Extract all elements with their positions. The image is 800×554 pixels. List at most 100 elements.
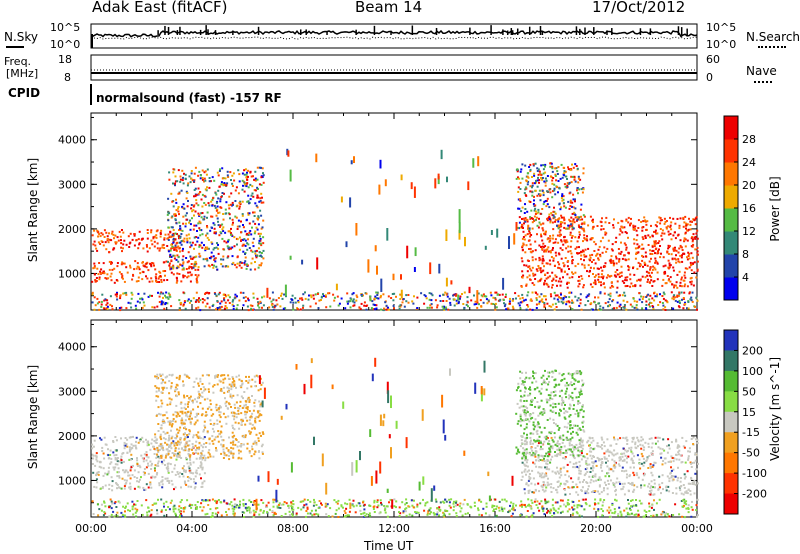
power-cell (235, 307, 238, 310)
power-cell (193, 204, 196, 207)
power-cell (392, 304, 395, 307)
power-streak (392, 273, 395, 281)
velocity-cell (232, 385, 234, 388)
velocity-cell (192, 452, 195, 455)
power-cell (538, 300, 541, 303)
power-cell (181, 179, 184, 182)
power-cell (690, 264, 692, 267)
power-cell (566, 286, 569, 289)
power-cell (486, 302, 489, 305)
velocity-cell (631, 483, 634, 486)
power-cell (219, 168, 221, 171)
power-cell (206, 186, 208, 189)
power-cell (537, 226, 540, 229)
velocity-cell (189, 412, 192, 415)
power-cell (520, 168, 523, 171)
power-cell (626, 285, 629, 287)
velocity-cell (642, 449, 645, 451)
velocity-cell (538, 459, 540, 462)
velocity-cell (151, 475, 154, 478)
power-cell (192, 256, 195, 259)
power-streak (508, 236, 510, 249)
power-cell (259, 301, 262, 304)
power-cell (213, 257, 216, 260)
power-cell (280, 292, 283, 295)
power-cell (175, 222, 178, 225)
velocity-cell (183, 438, 186, 441)
power-cell (262, 201, 265, 204)
power-cell (94, 280, 97, 283)
power-cell (558, 267, 561, 270)
power-cell (652, 307, 655, 310)
power-cell (569, 201, 572, 204)
power-cell (197, 187, 200, 190)
power-cell (543, 200, 546, 203)
power-cell (245, 218, 248, 221)
velocity-cell (228, 436, 230, 439)
power-cell (587, 224, 590, 227)
power-cell (552, 177, 555, 179)
velocity-cell (173, 467, 176, 470)
power-cell (549, 263, 552, 266)
velocity-cell (556, 470, 559, 473)
velocity-cell (662, 488, 664, 491)
velocity-cell (620, 488, 623, 491)
power-cell (222, 248, 225, 251)
power-cell (692, 243, 695, 246)
power-cell (522, 227, 524, 229)
power-cell (159, 292, 162, 295)
power-cell (482, 301, 485, 304)
power-cell (147, 295, 150, 298)
velocity-cell (539, 475, 541, 478)
velocity-cell (195, 377, 198, 380)
velocity-cell (241, 407, 244, 409)
velocity-cell (189, 454, 192, 457)
velocity-cell (629, 466, 632, 469)
velocity-cell (216, 435, 219, 438)
velocity-cell (212, 424, 215, 426)
velocity-cell (147, 443, 150, 446)
velocity-cell (153, 440, 156, 442)
power-cell (597, 278, 600, 281)
velocity-cell (614, 490, 617, 493)
velocity-cell (209, 455, 212, 458)
power-cell (654, 231, 657, 233)
velocity-cell (641, 444, 644, 447)
power-cell (193, 236, 196, 239)
velocity-cell (690, 476, 693, 479)
velocity-cell (112, 451, 115, 454)
power-cell (250, 194, 253, 197)
velocity-cell (560, 474, 563, 477)
power-cell (594, 243, 597, 246)
power-cell (284, 307, 287, 310)
velocity-cell (187, 401, 190, 404)
power-cell (175, 249, 178, 252)
power-cell (516, 168, 519, 171)
velocity-cell (240, 457, 243, 460)
velocity-cell (260, 445, 263, 448)
power-cell (499, 298, 502, 301)
power-colorbar-tick-label: 24 (742, 156, 756, 169)
power-cell (379, 296, 382, 299)
power-cell (662, 256, 665, 259)
power-cell (158, 270, 161, 273)
power-cell (189, 280, 192, 283)
power-cell (252, 245, 255, 248)
power-cell (376, 291, 379, 294)
power-cell (182, 291, 185, 294)
power-cell (242, 296, 245, 299)
velocity-cell (187, 479, 190, 482)
power-cell (560, 268, 563, 271)
power-cell (503, 302, 505, 305)
power-cell (592, 218, 594, 221)
power-cell (534, 204, 537, 207)
velocity-cell (182, 449, 185, 452)
velocity-colorbar-tick-label: 50 (742, 385, 756, 398)
power-cell (672, 248, 675, 251)
velocity-cell (103, 436, 106, 439)
power-cell (632, 226, 635, 229)
power-cell (526, 259, 529, 262)
power-cell (198, 170, 201, 173)
velocity-cell (257, 389, 260, 392)
power-cell (125, 293, 128, 296)
